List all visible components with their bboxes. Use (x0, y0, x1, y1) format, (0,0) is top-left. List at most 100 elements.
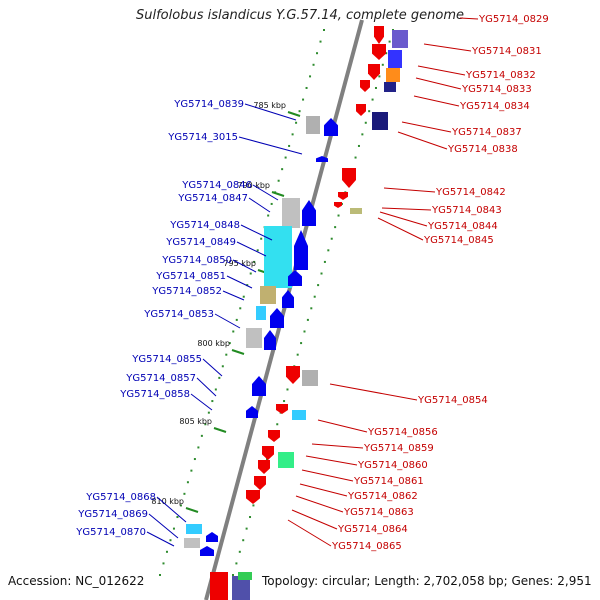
gene-label[interactable]: YG5714_0853 (143, 309, 214, 320)
forward-gene-arrow[interactable] (200, 546, 214, 556)
gene-box-grey[interactable] (282, 198, 300, 228)
forward-gene-arrow[interactable] (294, 230, 308, 270)
reverse-gene-arrow[interactable] (246, 490, 260, 504)
gene-label[interactable]: YG5714_0848 (169, 220, 240, 231)
gene-box-grey[interactable] (246, 328, 262, 348)
reverse-gene-arrow[interactable] (356, 104, 366, 116)
track-dot (381, 63, 384, 66)
gene-label[interactable]: YG5714_0852 (151, 286, 222, 297)
reverse-gene-arrow[interactable] (360, 80, 370, 92)
gene-box-cyan[interactable] (186, 524, 202, 534)
track-dot (312, 63, 315, 66)
forward-gene-box[interactable] (392, 30, 408, 48)
gene-box-green[interactable] (238, 572, 252, 580)
gene-label[interactable]: YG5714_0847 (177, 193, 248, 204)
gene-box-grey[interactable] (302, 370, 318, 386)
reverse-gene-arrow[interactable] (368, 64, 380, 80)
gene-label[interactable]: YG5714_0854 (417, 395, 488, 406)
track-dot (242, 295, 245, 298)
reverse-gene-arrow[interactable] (372, 44, 386, 60)
gene-label[interactable]: YG5714_0859 (363, 443, 434, 454)
label-leader (401, 121, 452, 133)
reverse-gene-arrow[interactable] (262, 446, 274, 460)
gene-label[interactable]: YG5714_0834 (459, 101, 530, 112)
reverse-gene-arrow[interactable] (286, 366, 300, 384)
track-dot (242, 539, 245, 542)
gene-label[interactable]: YG5714_0862 (347, 491, 418, 502)
gene-label[interactable]: YG5714_0850 (161, 255, 232, 266)
forward-gene-box[interactable] (384, 82, 396, 92)
gene-label[interactable]: YG5714_0838 (447, 144, 518, 155)
gene-label[interactable]: YG5714_0860 (357, 460, 428, 471)
kbp-tick (271, 191, 285, 197)
gene-label[interactable]: YG5714_0839 (173, 99, 244, 110)
forward-gene-box[interactable] (388, 50, 402, 68)
gene-label[interactable]: YG5714_0845 (423, 235, 494, 246)
gene-box-green[interactable] (278, 452, 294, 468)
forward-gene-arrow[interactable] (206, 532, 218, 542)
forward-gene-arrow[interactable] (246, 406, 258, 418)
forward-gene-box[interactable] (350, 208, 362, 214)
gene-label[interactable]: YG5714_0856 (367, 427, 438, 438)
gene-label[interactable]: YG5714_0842 (435, 187, 506, 198)
gene-label[interactable]: YG5714_0868 (85, 492, 156, 503)
reverse-gene-arrow[interactable] (258, 460, 270, 474)
reverse-gene-arrow[interactable] (254, 476, 266, 490)
gene-label[interactable]: YG5714_0855 (131, 354, 202, 365)
track-dot (364, 121, 367, 124)
track-dot (277, 179, 280, 182)
gene-box-cyan[interactable] (292, 410, 306, 420)
gene-box-cyan[interactable] (264, 226, 292, 288)
gene-label[interactable]: YG5714_0851 (155, 271, 226, 282)
gene-label[interactable]: YG5714_0864 (337, 524, 408, 535)
reverse-gene-arrow[interactable] (342, 168, 356, 188)
gene-label[interactable]: YG5714_0829 (478, 14, 549, 25)
reverse-gene-arrow[interactable] (338, 192, 348, 200)
gene-features (184, 26, 408, 600)
forward-gene-arrow[interactable] (324, 118, 338, 136)
forward-gene-arrow[interactable] (264, 330, 276, 350)
gene-label[interactable]: YG5714_0857 (125, 373, 196, 384)
track-dot (320, 272, 323, 275)
gene-box-grey[interactable] (306, 116, 320, 134)
gene-label[interactable]: YG5714_3015 (167, 132, 238, 143)
reverse-gene-box[interactable] (210, 572, 228, 600)
forward-gene-arrow[interactable] (252, 376, 266, 396)
gene-label[interactable]: YG5714_0832 (465, 70, 536, 81)
forward-gene-arrow[interactable] (302, 200, 316, 226)
gene-label[interactable]: YG5714_0837 (451, 127, 522, 138)
track-dot (245, 527, 248, 530)
track-dot (368, 110, 371, 113)
gene-label[interactable]: YG5714_0844 (427, 221, 498, 232)
label-leader (415, 77, 462, 90)
reverse-gene-arrow[interactable] (268, 430, 280, 442)
gene-label[interactable]: YG5714_0843 (431, 205, 502, 216)
reverse-gene-arrow[interactable] (334, 202, 342, 208)
gene-label[interactable]: YG5714_0870 (75, 527, 146, 538)
forward-gene-box[interactable] (372, 112, 388, 130)
forward-gene-box[interactable] (386, 68, 400, 82)
gene-box-grey[interactable] (184, 538, 200, 548)
gene-label[interactable]: YG5714_0858 (119, 389, 190, 400)
forward-gene-arrow[interactable] (288, 270, 302, 286)
forward-gene-arrow[interactable] (316, 156, 328, 162)
forward-gene-arrow[interactable] (270, 308, 284, 328)
gene-label[interactable]: YG5714_0831 (471, 46, 542, 57)
gene-label[interactable]: YG5714_0833 (461, 84, 532, 95)
label-leader (417, 65, 466, 76)
gene-box-cyan[interactable] (256, 306, 266, 320)
reverse-gene-arrow[interactable] (276, 404, 288, 414)
gene-label[interactable]: YG5714_0861 (353, 476, 424, 487)
track-dot (239, 307, 242, 310)
gene-label[interactable]: YG5714_0865 (331, 541, 402, 552)
gene-box-olive[interactable] (260, 286, 276, 304)
gene-label[interactable]: YG5714_0846 (181, 180, 252, 191)
gene-label[interactable]: YG5714_0849 (165, 237, 236, 248)
gene-label[interactable]: YG5714_0869 (77, 509, 148, 520)
forward-gene-box[interactable] (232, 576, 250, 600)
reverse-gene-arrow[interactable] (374, 26, 384, 44)
forward-gene-arrow[interactable] (282, 290, 294, 308)
track-dot (276, 423, 279, 426)
gene-label[interactable]: YG5714_0863 (343, 507, 414, 518)
